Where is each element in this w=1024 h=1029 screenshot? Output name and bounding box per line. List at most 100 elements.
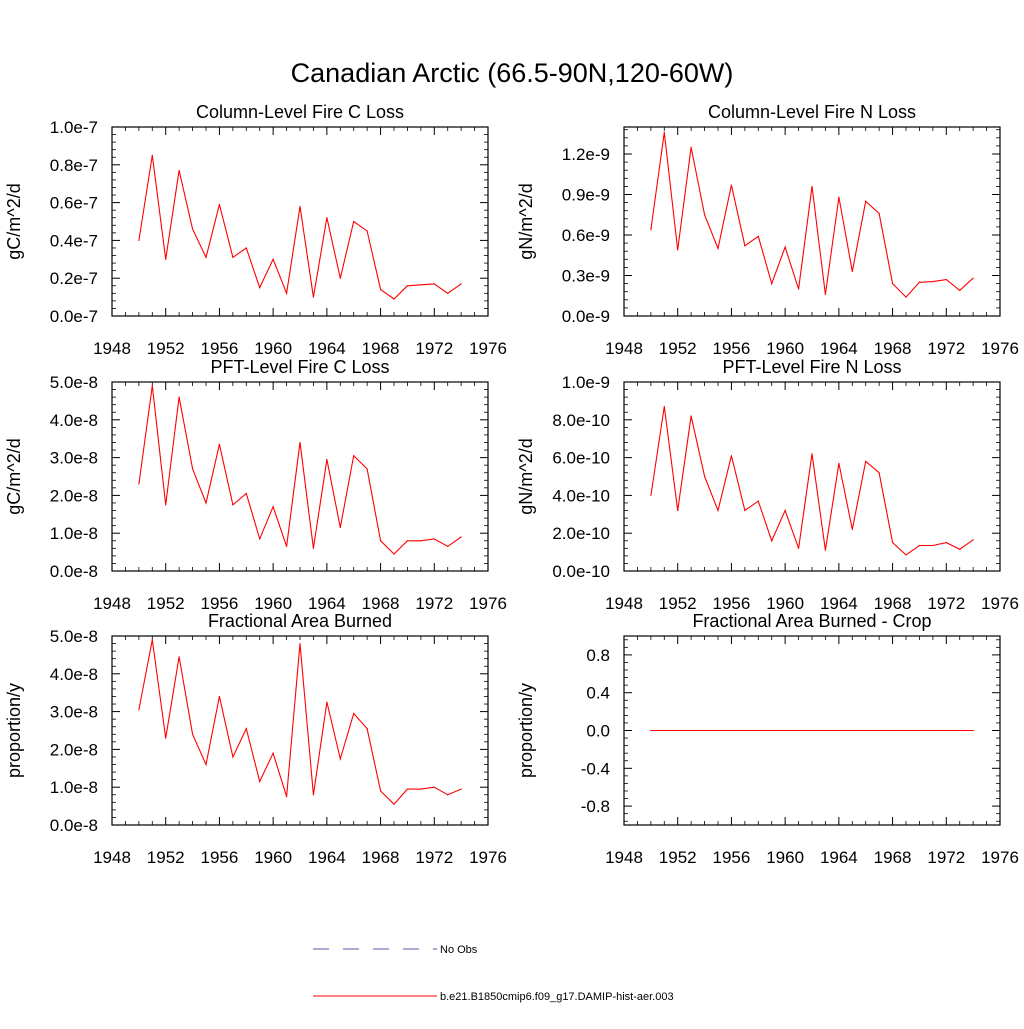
data-point bbox=[272, 258, 274, 260]
data-point bbox=[918, 281, 921, 283]
data-point bbox=[717, 509, 719, 512]
data-point bbox=[259, 780, 261, 783]
data-point bbox=[285, 545, 288, 548]
y-tick-label: 0.6e-9 bbox=[562, 226, 610, 245]
y-tick-label: 1.0e-9 bbox=[562, 373, 610, 392]
x-tick-label: 1952 bbox=[659, 339, 697, 358]
data-point bbox=[811, 185, 813, 187]
series-line bbox=[138, 155, 462, 300]
data-point bbox=[703, 729, 706, 732]
x-tick-label: 1964 bbox=[820, 594, 858, 613]
data-point bbox=[379, 540, 382, 542]
y-tick-label: 4.0e-8 bbox=[50, 665, 98, 684]
data-point bbox=[838, 729, 840, 732]
series-line bbox=[650, 132, 974, 298]
y-tick-label: 4.0e-10 bbox=[552, 486, 610, 505]
chart-title: Column-Level Fire C Loss bbox=[196, 102, 404, 122]
legend-label: b.e21.B1850cmip6.f09_g17.DAMIP-hist-aer.… bbox=[440, 991, 674, 1003]
x-tick-label: 1972 bbox=[415, 848, 453, 867]
data-point bbox=[272, 506, 274, 508]
y-axis-label: proportion/y bbox=[516, 683, 536, 778]
data-point bbox=[205, 256, 207, 259]
y-tick-label: 0.0e-9 bbox=[562, 307, 610, 326]
y-tick-label: 5.0e-8 bbox=[50, 373, 98, 392]
x-tick-label: 1948 bbox=[93, 339, 131, 358]
x-tick-label: 1952 bbox=[147, 594, 185, 613]
x-tick-label: 1948 bbox=[605, 848, 643, 867]
data-point bbox=[663, 729, 665, 732]
data-point bbox=[460, 283, 462, 285]
data-point bbox=[447, 794, 449, 796]
chart-panel-1: Column-Level Fire C Loss 1948 1952 1956 1960… bbox=[4, 102, 507, 358]
data-point bbox=[744, 509, 746, 512]
y-axis-label: proportion/y bbox=[4, 683, 24, 778]
data-point bbox=[771, 540, 773, 542]
series-line bbox=[650, 406, 974, 556]
data-point bbox=[312, 296, 315, 298]
y-tick-label: 0.9e-9 bbox=[562, 186, 610, 205]
legend: No Obs b.e21.B1850cmip6.f09_g17.DAMIP-his… bbox=[313, 944, 674, 1003]
data-point bbox=[205, 763, 207, 766]
data-point bbox=[838, 462, 840, 464]
chart-panel-5: Fractional Area Burned 1948 1952 1956 1960 19… bbox=[4, 611, 507, 867]
data-point bbox=[730, 184, 733, 186]
y-axis-label: gN/m^2/d bbox=[516, 183, 536, 259]
data-point bbox=[165, 504, 167, 506]
data-point bbox=[299, 205, 301, 207]
data-point bbox=[851, 270, 853, 273]
data-point bbox=[339, 758, 341, 760]
data-point bbox=[918, 729, 921, 732]
y-tick-label: 0.6e-7 bbox=[50, 194, 98, 213]
data-point bbox=[878, 472, 880, 474]
series-line bbox=[138, 639, 462, 805]
data-point bbox=[703, 214, 706, 216]
data-point bbox=[851, 729, 853, 732]
data-point bbox=[138, 239, 140, 241]
data-point bbox=[891, 542, 894, 544]
data-point bbox=[811, 453, 813, 455]
data-point bbox=[650, 729, 652, 732]
data-point bbox=[353, 455, 355, 457]
data-point bbox=[784, 509, 786, 512]
data-point bbox=[677, 509, 679, 512]
y-tick-label: 0.0 bbox=[586, 722, 610, 741]
chart-panel-3: PFT-Level Fire C Loss 1948 1952 1956 1960 196… bbox=[4, 357, 507, 613]
y-tick-label: 1.0e-8 bbox=[50, 778, 98, 797]
x-tick-label: 1948 bbox=[605, 339, 643, 358]
data-point bbox=[232, 256, 234, 259]
data-point bbox=[784, 729, 786, 732]
plot-frame bbox=[111, 635, 489, 826]
data-point bbox=[406, 788, 409, 790]
data-point bbox=[191, 733, 194, 735]
series-line bbox=[138, 385, 462, 555]
data-point bbox=[326, 458, 328, 461]
x-tick-label: 1972 bbox=[415, 339, 453, 358]
y-tick-label: 0.2e-7 bbox=[50, 269, 98, 288]
figure-title: Canadian Arctic (66.5-90N,120-60W) bbox=[291, 58, 734, 88]
data-point bbox=[165, 258, 167, 260]
y-axis-label: gN/m^2/d bbox=[516, 438, 536, 514]
y-tick-label: -0.8 bbox=[581, 797, 610, 816]
data-point bbox=[259, 538, 261, 540]
y-tick-label: 4.0e-8 bbox=[50, 411, 98, 430]
y-tick-label: 8.0e-10 bbox=[552, 411, 610, 430]
x-tick-label: 1948 bbox=[93, 848, 131, 867]
data-point bbox=[151, 385, 153, 387]
x-tick-label: 1968 bbox=[362, 339, 400, 358]
data-point bbox=[245, 728, 247, 730]
data-point bbox=[299, 642, 301, 645]
chart-title: Fractional Area Burned bbox=[208, 611, 392, 631]
legend-item: b.e21.B1850cmip6.f09_g17.DAMIP-hist-aer.… bbox=[313, 991, 674, 1003]
data-point bbox=[393, 298, 395, 300]
chart-title: PFT-Level Fire N Loss bbox=[722, 357, 901, 377]
x-tick-label: 1964 bbox=[820, 848, 858, 867]
x-tick-label: 1956 bbox=[201, 339, 239, 358]
data-point bbox=[433, 786, 435, 788]
x-tick-label: 1964 bbox=[308, 339, 346, 358]
data-point bbox=[677, 729, 679, 732]
data-point bbox=[312, 794, 315, 796]
data-point bbox=[379, 288, 382, 291]
chart-title: Column-Level Fire N Loss bbox=[708, 102, 916, 122]
x-tick-label: 1948 bbox=[605, 594, 643, 613]
data-point bbox=[151, 154, 153, 156]
